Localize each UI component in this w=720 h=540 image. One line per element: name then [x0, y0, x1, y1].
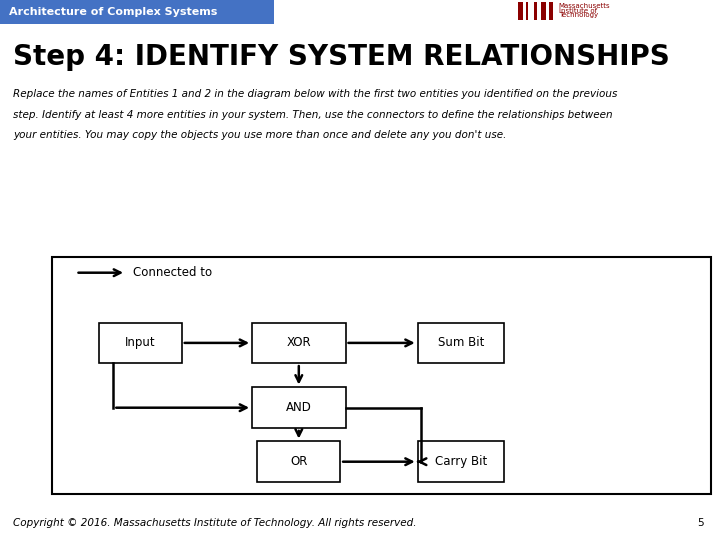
Bar	[99, 322, 181, 363]
Text: Step 4: IDENTIFY SYSTEM RELATIONSHIPS: Step 4: IDENTIFY SYSTEM RELATIONSHIPS	[13, 43, 670, 71]
Bar	[534, 2, 537, 20]
Text: AND: AND	[286, 401, 312, 414]
Bar	[541, 2, 546, 20]
Text: Input: Input	[125, 336, 156, 349]
Bar	[258, 442, 340, 482]
Text: Architecture of Complex Systems: Architecture of Complex Systems	[9, 7, 217, 17]
Text: Copyright © 2016. Massachusetts Institute of Technology. All rights reserved.: Copyright © 2016. Massachusetts Institut…	[13, 518, 416, 528]
Bar	[418, 322, 504, 363]
Text: 5: 5	[698, 518, 704, 528]
Bar	[418, 442, 504, 482]
Bar	[0, 0, 274, 24]
Bar	[526, 2, 528, 20]
Text: step. Identify at least 4 more entities in your system. Then, use the connectors: step. Identify at least 4 more entities …	[13, 110, 613, 120]
Bar	[518, 2, 523, 20]
Bar	[252, 388, 346, 428]
Text: Technology: Technology	[559, 12, 598, 18]
Text: Sum Bit: Sum Bit	[438, 336, 484, 349]
Text: XOR: XOR	[287, 336, 311, 349]
Text: Institute of: Institute of	[559, 8, 597, 14]
Bar	[549, 2, 553, 20]
Bar	[52, 256, 711, 494]
Bar	[252, 322, 346, 363]
Text: your entities. You may copy the objects you use more than once and delete any yo: your entities. You may copy the objects …	[13, 130, 506, 140]
Text: Connected to: Connected to	[133, 266, 212, 279]
Text: Massachusetts: Massachusetts	[559, 3, 611, 10]
Text: OR: OR	[290, 455, 307, 468]
Text: Replace the names of Entities 1 and 2 in the diagram below with the first two en: Replace the names of Entities 1 and 2 in…	[13, 89, 617, 99]
Text: Carry Bit: Carry Bit	[435, 455, 487, 468]
